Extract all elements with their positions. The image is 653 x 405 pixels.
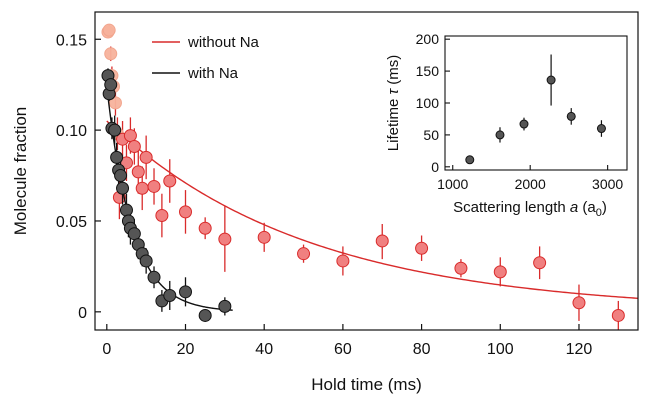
data-point	[218, 232, 232, 246]
inset-xlabel-open: (a	[578, 199, 596, 216]
data-point	[572, 296, 586, 310]
data-point	[218, 299, 232, 313]
inset-xlabel-main: Scattering length	[453, 199, 570, 216]
data-point	[198, 308, 212, 322]
inset-plot: 1000 2000 3000 0 50 100 150 200 Lifetime τ (ms)…	[378, 22, 634, 224]
inset-ylabel-main: Lifetime	[385, 95, 402, 152]
data-point	[104, 47, 118, 61]
data-point	[108, 123, 122, 137]
data-point	[139, 254, 153, 268]
inset-y-tick-label: 200	[416, 31, 440, 47]
data-point	[336, 254, 350, 268]
data-point	[131, 165, 145, 179]
data-point	[533, 256, 547, 270]
data-point	[493, 265, 507, 279]
inset-data-point	[596, 124, 606, 134]
y-tick-label: 0.10	[56, 123, 87, 140]
main-plot: 0 20 40 60 80 100 120 0 0.05 0.10 0.15 Molecule fr…	[11, 11, 639, 394]
data-point	[123, 129, 137, 143]
x-tick-label: 100	[487, 341, 514, 358]
inset-data-point	[465, 155, 475, 165]
data-point	[375, 234, 389, 248]
x-tick-label: 60	[334, 341, 352, 358]
data-point	[147, 270, 161, 284]
inset-x-tick-label: 1000	[437, 176, 468, 192]
y-tick-label: 0.15	[56, 32, 87, 49]
data-point	[454, 261, 468, 275]
inset-ylabel-symbol: τ	[385, 88, 402, 95]
inset-data-point	[546, 75, 556, 85]
y-tick-label: 0.05	[56, 214, 87, 231]
data-point	[110, 150, 124, 164]
fit-curve	[106, 120, 639, 300]
legend-label-with-na: with Na	[187, 65, 239, 82]
inset-data-point	[519, 119, 529, 129]
inset-y-tick-label: 100	[416, 95, 440, 111]
data-point	[116, 181, 130, 195]
data-point	[102, 23, 116, 37]
data-point	[127, 139, 141, 153]
series-with-na	[101, 68, 233, 322]
x-axis-title: Hold time (ms)	[311, 375, 422, 394]
inset-series-layer	[465, 54, 606, 165]
legend: without Na with Na	[152, 34, 260, 82]
data-point	[611, 308, 625, 322]
data-point	[104, 78, 118, 92]
inset-axis-ticks: 1000 2000 3000 0 50 100 150 200	[416, 31, 624, 192]
x-tick-label: 80	[413, 341, 431, 358]
inset-y-tick-label: 0	[431, 159, 439, 175]
inset-x-tick-label: 3000	[592, 176, 623, 192]
data-point	[119, 203, 133, 217]
data-point	[415, 241, 429, 255]
inset-y-axis-title: Lifetime τ (ms)	[385, 55, 402, 151]
data-point	[108, 96, 122, 110]
data-point	[198, 221, 212, 235]
data-point	[135, 181, 149, 195]
inset-data-point	[495, 130, 505, 140]
data-point	[179, 205, 192, 219]
inset-x-axis-title: Scattering length a (a0)	[453, 199, 607, 219]
data-point	[163, 174, 177, 188]
x-tick-label: 120	[566, 341, 593, 358]
legend-label-without-na: without Na	[187, 34, 260, 51]
inset-xlabel-subscript: 0	[596, 207, 602, 219]
data-point	[163, 288, 177, 302]
y-tick-label: 0	[78, 305, 87, 322]
data-point	[297, 247, 311, 261]
inset-y-tick-label: 50	[423, 127, 439, 143]
x-tick-label: 40	[255, 341, 273, 358]
inset-ylabel-unit: (ms)	[385, 55, 402, 89]
data-point	[139, 150, 153, 164]
inset-xlabel-close: )	[602, 199, 607, 216]
inset-background	[378, 22, 634, 224]
data-point	[147, 179, 161, 193]
main-series-layer	[101, 23, 639, 330]
data-point	[127, 227, 141, 241]
inset-data-point	[566, 111, 576, 121]
data-point	[114, 169, 128, 183]
inset-y-tick-label: 150	[416, 63, 440, 79]
data-point	[179, 285, 192, 299]
inset-xlabel-symbol: a	[570, 199, 578, 216]
main-axis-ticks: 0 20 40 60 80 100 120 0 0.05 0.10 0.15	[56, 32, 593, 358]
y-axis-title: Molecule fraction	[11, 107, 30, 236]
main-plot-frame	[94, 11, 639, 331]
inset-x-tick-label: 2000	[515, 176, 546, 192]
data-point	[155, 209, 169, 223]
x-tick-label: 20	[177, 341, 195, 358]
data-point	[257, 230, 271, 244]
x-tick-label: 0	[102, 341, 111, 358]
